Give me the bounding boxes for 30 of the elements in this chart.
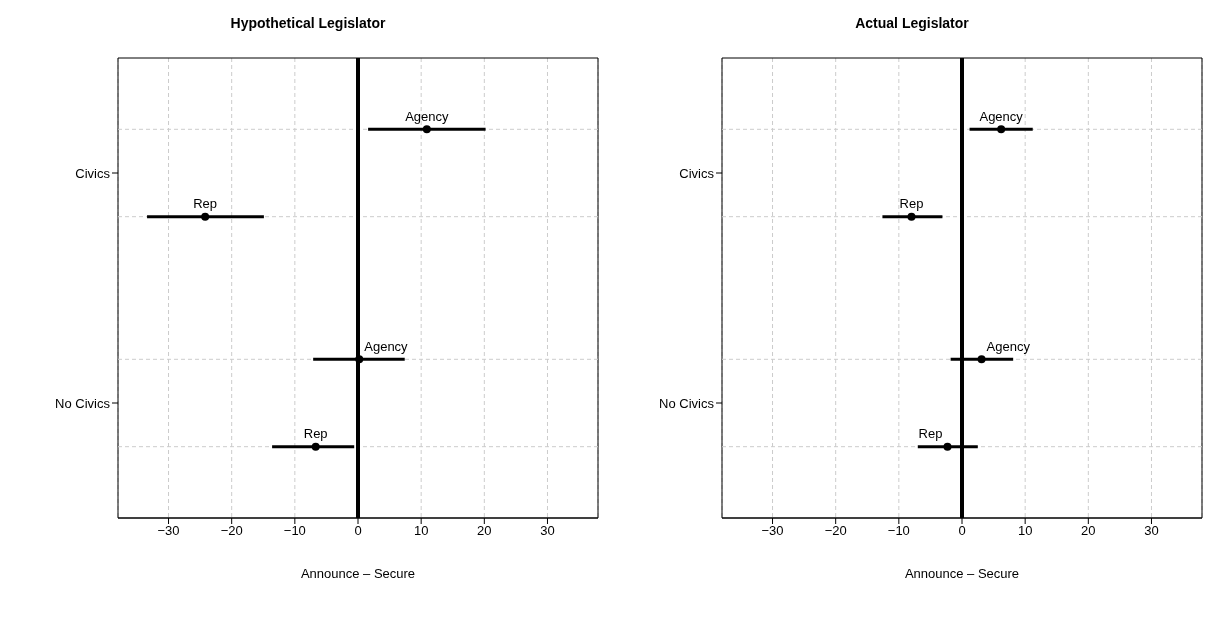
x-axis-title: Announce – Secure xyxy=(904,566,1020,581)
series-label: Rep xyxy=(918,426,943,442)
text: Rep xyxy=(303,426,328,442)
x-tick-label: −30 xyxy=(157,523,180,539)
series-label: Agency xyxy=(986,338,1031,354)
x-tick-label: 0 xyxy=(958,523,966,539)
x-tick-label: 30 xyxy=(540,523,555,539)
series-label: Rep xyxy=(193,196,218,212)
x-tick-label: 20 xyxy=(477,523,492,539)
x-tick-label: −10 xyxy=(283,523,306,539)
y-tick-label: Civics xyxy=(75,165,111,181)
x-tick-label: 10 xyxy=(413,523,429,539)
x-tick-label: −30 xyxy=(761,523,784,539)
x-tick-label: 10 xyxy=(1017,523,1033,539)
text: Rep xyxy=(899,196,924,212)
text: Agency xyxy=(405,108,449,124)
y-tick-label: Civics xyxy=(679,165,715,181)
x-tick-label: 20 xyxy=(1081,523,1096,539)
x-tick-label: −10 xyxy=(887,523,910,539)
x-axis-title: Announce – Secure xyxy=(300,566,416,581)
x-tick-label: 30 xyxy=(1144,523,1159,539)
x-tick-label: −20 xyxy=(824,523,847,539)
text: Agency xyxy=(979,108,1023,124)
x-tick-label: −20 xyxy=(220,523,243,539)
chart-title: Hypothetical Legislator xyxy=(229,14,387,33)
chart-title: Actual Legislator xyxy=(854,14,970,33)
y-tick-label: No Civics xyxy=(55,395,111,411)
series-label: Agency xyxy=(364,338,409,354)
y-tick-label: No Civics xyxy=(659,395,715,411)
x-tick-label: 0 xyxy=(354,523,362,539)
